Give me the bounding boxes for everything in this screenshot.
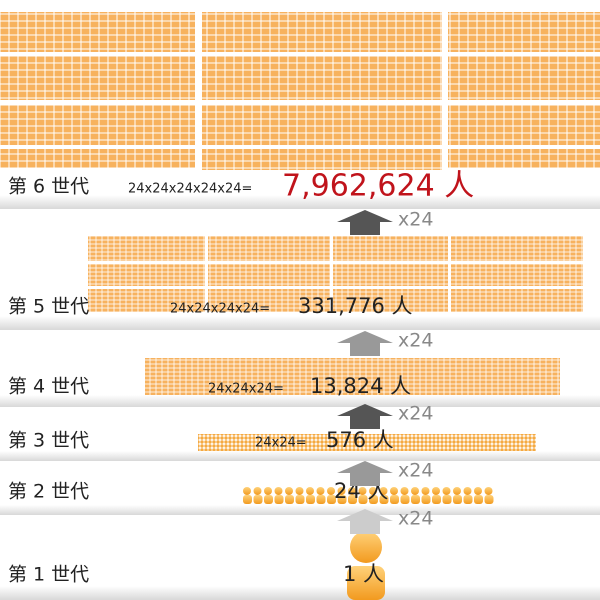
formula: 24x24x24x24x24= [128,182,252,197]
person [442,487,451,495]
arrow [337,404,393,429]
count: 1 人 [343,562,384,586]
person [253,495,263,504]
person [243,495,252,504]
person [358,495,368,504]
count: 13,824 人 [310,374,411,398]
person [253,487,262,495]
person [295,495,305,504]
person [358,487,367,495]
formula: 24x24x24x24= [170,302,270,317]
person [369,495,378,504]
person [337,487,346,495]
person [316,487,325,495]
person [411,487,419,495]
person [379,487,388,495]
person [285,495,294,504]
arrow [337,210,393,235]
multiplier: x24 [398,403,433,425]
formula: 24x24= [255,436,307,451]
person [400,487,409,495]
person [285,487,293,495]
arrow [337,509,393,534]
person [327,495,336,504]
generation-label: 第 2 世代 [8,481,89,503]
count: 331,776 人 [298,294,413,318]
person [306,495,315,504]
person [316,495,326,504]
person [274,495,284,504]
person [411,495,420,504]
generation-label: 第 3 世代 [8,430,89,452]
generation-label: 第 5 世代 [8,296,89,318]
generation-label: 第 4 世代 [8,376,89,398]
count: 576 人 [326,428,394,452]
person [432,495,441,504]
person [274,487,283,495]
multiplier: x24 [398,209,433,231]
arrow [337,461,393,486]
person [337,495,347,504]
person [306,487,314,495]
person [442,495,452,504]
person [327,487,335,495]
formula: 24x24x24= [208,382,284,397]
person [432,487,440,495]
person [474,487,482,495]
person [421,487,430,495]
person [390,487,398,495]
person [295,487,304,495]
person [243,487,251,495]
person [484,495,494,504]
person [379,495,389,504]
person [264,487,272,495]
person [348,487,356,495]
person [463,495,473,504]
person [369,487,377,495]
generation-label: 第 6 世代 [8,176,89,198]
person [400,495,410,504]
generation-label: 第 1 世代 [8,564,89,586]
multiplier: x24 [398,508,433,530]
multiplier: x24 [398,460,433,482]
person [463,487,472,495]
person [453,487,461,495]
count: 7,962,624 人 [282,169,474,204]
person [453,495,462,504]
person [474,495,483,504]
person [484,487,493,495]
person [390,495,399,504]
arrow [337,331,393,356]
multiplier: x24 [398,330,433,352]
person [421,495,431,504]
person [348,495,357,504]
person [264,495,273,504]
